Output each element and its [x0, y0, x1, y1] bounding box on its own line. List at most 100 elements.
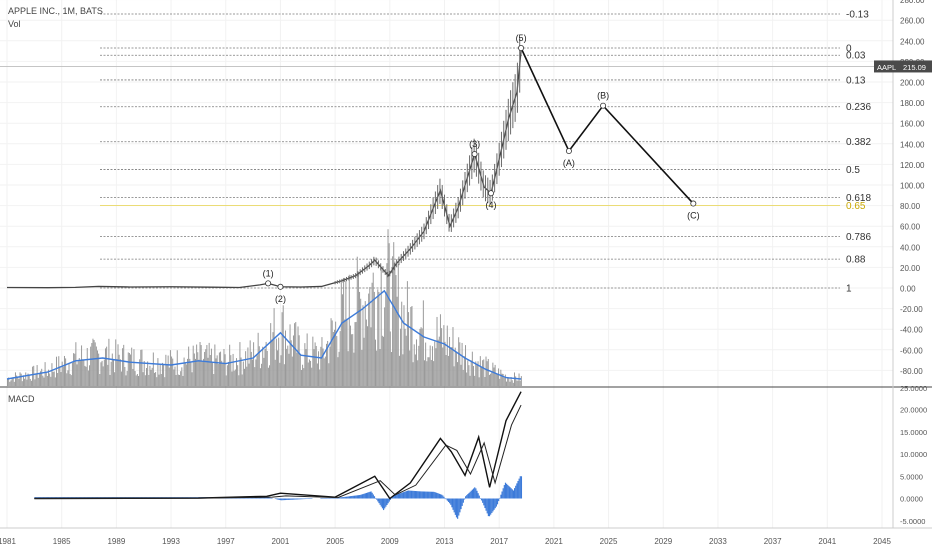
volume-bar — [398, 355, 400, 386]
price-axis-tick: 260.00 — [900, 17, 925, 26]
volume-bar — [254, 367, 256, 386]
fib-level-label: 0.65 — [846, 201, 866, 212]
volume-bar — [434, 341, 436, 386]
price-candles — [334, 37, 521, 285]
price-axis-tick: 40.00 — [900, 243, 921, 252]
volume-bar — [351, 334, 353, 386]
volume-bar — [43, 377, 45, 386]
volume-bar — [127, 352, 129, 386]
volume-bar — [428, 357, 430, 386]
volume-bar — [271, 339, 273, 386]
macd-histogram-bar — [509, 487, 511, 499]
volume-bar — [488, 374, 490, 386]
macd-histogram-bar — [438, 493, 441, 499]
volume-bar — [24, 378, 26, 386]
price-axis-tick: 20.00 — [900, 264, 921, 273]
volume-bar — [120, 371, 122, 386]
volume-bar — [419, 328, 421, 386]
volume-bar — [290, 340, 292, 386]
macd-histogram-bar — [431, 491, 434, 499]
volume-bar — [400, 328, 402, 386]
volume-bar — [279, 362, 281, 386]
volume-bar — [483, 359, 485, 386]
volume-bar — [187, 358, 189, 386]
macd-histogram-bar — [284, 498, 287, 501]
volume-bar — [479, 356, 481, 386]
macd-histogram-bar — [426, 491, 428, 499]
volume-bar — [183, 357, 185, 386]
wave-marker — [690, 200, 697, 207]
volume-bar — [212, 361, 214, 386]
volume-bar — [50, 376, 52, 386]
macd-histogram-bar — [369, 491, 371, 499]
volume-bar — [46, 375, 48, 386]
volume-bar — [197, 352, 199, 386]
volume-bar — [447, 355, 449, 386]
volume-bar — [169, 350, 171, 386]
macd-histogram-bar — [298, 498, 300, 500]
volume-bar — [332, 331, 334, 386]
volume-bar — [403, 305, 405, 386]
volume-bar — [386, 263, 388, 386]
macd-histogram-bar — [303, 498, 305, 500]
macd-histogram-bar — [470, 490, 472, 499]
volume-bar — [502, 373, 504, 386]
volume-bar — [202, 358, 204, 386]
volume-bar — [124, 366, 126, 386]
macd-label[interactable]: MACD — [8, 394, 35, 404]
volume-bar — [222, 362, 224, 386]
volume-bar — [446, 325, 448, 386]
wave-marker — [600, 102, 607, 109]
volume-bar — [204, 351, 206, 386]
volume-bar — [287, 345, 289, 386]
volume-bar — [308, 359, 310, 386]
wave-label: (C) — [687, 211, 700, 221]
volume-bar — [167, 355, 169, 386]
macd-histogram-bar — [485, 498, 487, 511]
macd-histogram-bar — [408, 490, 410, 499]
volume-bar — [164, 377, 166, 386]
volume-bar — [335, 321, 337, 386]
volume-bar — [477, 361, 479, 386]
macd-histogram-bar — [283, 498, 286, 501]
volume-bar — [111, 353, 113, 386]
macd-axis-tick: 20.0000 — [900, 406, 927, 415]
macd-histogram-bar — [351, 496, 353, 499]
volume-bar — [73, 353, 75, 386]
volume-bar — [356, 256, 358, 386]
volume-bar — [269, 365, 271, 386]
fib-level-label: 0.786 — [846, 232, 871, 243]
time-axis-tick: 2041 — [818, 537, 836, 546]
volume-bar — [315, 345, 317, 386]
volume-bar — [101, 360, 103, 386]
volume-bar — [132, 368, 134, 386]
volume-bar — [515, 376, 517, 386]
volume-bar — [199, 342, 201, 386]
volume-bar — [237, 365, 239, 386]
fib-level-label: 0.382 — [846, 137, 871, 148]
macd-histogram-bar — [395, 494, 397, 499]
volume-bar — [289, 324, 291, 386]
volume-bar — [455, 352, 457, 386]
macd-histogram-bar — [472, 488, 475, 499]
volume-bar — [381, 335, 383, 386]
macd-histogram-bar — [459, 498, 461, 513]
price-axis-tick: 0.00 — [900, 285, 916, 294]
macd-histogram-bar — [461, 498, 463, 506]
volume-bar — [29, 378, 31, 386]
macd-histogram-bar — [370, 491, 372, 499]
volume-bar — [117, 344, 119, 386]
macd-histogram-bar — [266, 497, 268, 499]
macd-histogram-bar — [508, 486, 510, 499]
macd-axis-tick: 25.0000 — [900, 384, 927, 393]
volume-bar — [108, 338, 110, 386]
volume-bar — [459, 342, 461, 386]
volume-bar — [444, 341, 446, 386]
volume-bar — [118, 354, 120, 386]
macd-histogram-bar — [265, 497, 267, 499]
volume-bar — [435, 348, 437, 386]
macd-histogram-bar — [458, 498, 460, 516]
macd-histogram-bar — [502, 488, 504, 499]
volume-bar — [468, 365, 470, 386]
